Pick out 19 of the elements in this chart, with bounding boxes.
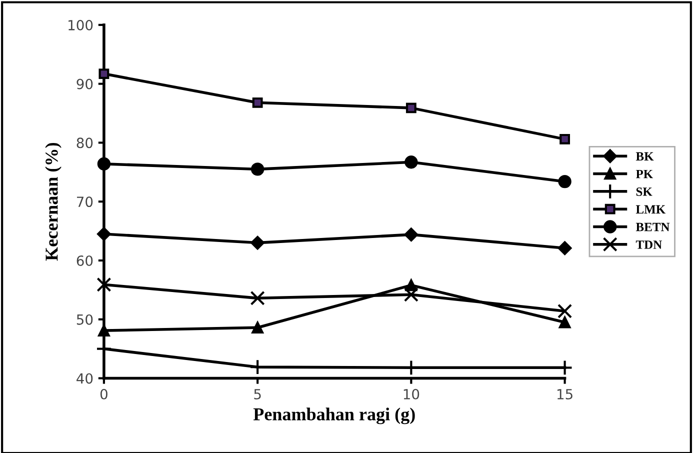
legend-label: LMK [636, 205, 666, 214]
legend-label: BETN [636, 222, 670, 232]
x-tick-label: 15 [557, 389, 572, 400]
y-tick-label: 100 [68, 20, 93, 30]
legend-label: BK [636, 152, 654, 161]
y-tick-label: 40 [76, 373, 93, 384]
x-axis-title: Penambahan ragi (g) [253, 408, 415, 424]
y-axis-title: Kecernaan (%) [45, 142, 62, 261]
legend-label: SK [636, 188, 652, 196]
y-tick-label: 50 [76, 314, 93, 325]
y-tick-label: 90 [76, 78, 93, 90]
legend-label: PK [636, 170, 653, 178]
x-tick-label: 10 [404, 388, 420, 400]
y-tick-label: 60 [76, 255, 93, 266]
y-tick-label: 80 [76, 138, 93, 148]
x-tick-label: 0 [100, 388, 108, 400]
legend-label: TDN [636, 240, 662, 249]
y-tick-label: 70 [77, 196, 93, 208]
x-tick-label: 5 [254, 389, 261, 400]
